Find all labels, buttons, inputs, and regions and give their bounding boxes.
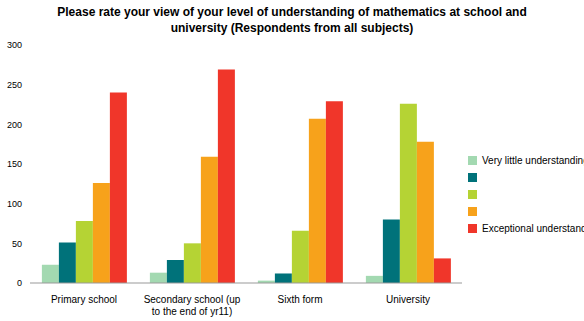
svg-text:0: 0 xyxy=(17,278,22,288)
svg-text:250: 250 xyxy=(8,80,22,90)
html-text:Please rate your view of your: Please rate your view of your level of u… xyxy=(57,5,527,35)
svg-text:50: 50 xyxy=(12,239,22,249)
svg-text:University: University xyxy=(386,294,430,305)
svg-text:100: 100 xyxy=(8,199,22,209)
svg-text:200: 200 xyxy=(8,120,22,130)
svg-text:300: 300 xyxy=(8,40,22,50)
svg-text:150: 150 xyxy=(8,159,22,169)
svg-text:Sixth form: Sixth form xyxy=(277,294,322,305)
svg-text:Primary school: Primary school xyxy=(51,294,117,305)
svg-text:Secondary school (upto the end: Secondary school (upto the end of yr11) xyxy=(144,294,241,317)
